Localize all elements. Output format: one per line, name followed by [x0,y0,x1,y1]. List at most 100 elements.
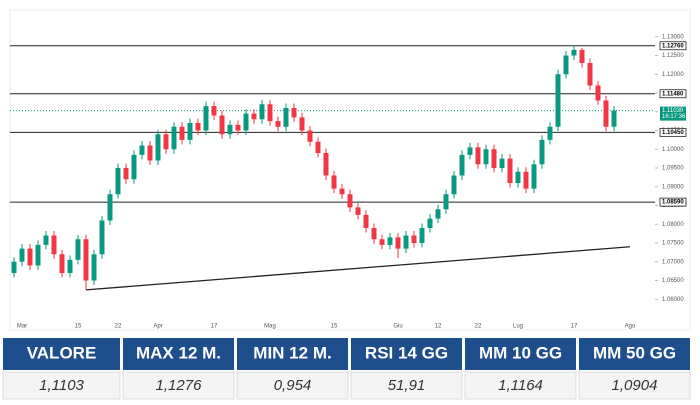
x-tick-label: 15 [331,324,338,330]
value-text: 0,954 [274,377,312,394]
candle-body [579,49,585,63]
value-text: 1,1164 [498,377,543,394]
candle-body [467,147,473,155]
candle-body [155,134,161,161]
header-text: MAX 12 M. [136,343,221,362]
value-cell [2,371,121,400]
header-text: MIN 12 M. [253,343,331,362]
candle-body [531,164,537,189]
level-box [659,127,687,137]
plot-frame [9,9,691,331]
header-cell [579,338,690,370]
x-tick-label: 15 [75,324,82,330]
value-cell [464,371,577,400]
header-cell [351,338,462,370]
x-tick-label: 17 [211,324,218,330]
candle-body [99,220,105,255]
y-tick-label: 1.07500 [662,241,684,247]
candle-body [595,85,601,101]
x-tick-label: 17 [571,324,578,330]
candle-body [403,235,409,249]
candle-body [187,123,193,140]
x-tick-label: Mar [17,324,27,330]
candle-body [587,63,593,86]
level-label: 1.08590 [662,200,684,206]
y-tick-label: 1.06500 [662,278,684,284]
header-text: VALORE [27,343,97,362]
candle-body [323,153,329,176]
candle-body [339,188,345,195]
x-tick-label: 12 [435,324,442,330]
candle-body [395,237,401,249]
x-tick-label: Lug [513,324,523,330]
header-text: RSI 14 GG [365,343,448,362]
trend-line [85,246,631,291]
candle-body [299,117,305,131]
candle-body [427,218,433,228]
candle-body [219,115,225,135]
candle-body [307,130,313,142]
y-tick-label: 1.12500 [662,53,684,59]
candle-body [211,106,217,116]
candle-body [107,194,113,221]
candle-body [227,124,233,135]
value-cell [236,371,349,400]
candle-body [51,235,57,255]
candle-body [19,248,25,262]
value-cell [350,371,463,400]
candle-body [27,248,33,266]
value-text: 1,1276 [156,377,203,394]
x-tick-label: 22 [115,324,122,330]
y-tick-label: 1.08000 [662,222,684,228]
candle-body [355,207,361,215]
candle-body [83,239,89,281]
candle-body [387,237,393,245]
candle-body [259,104,265,120]
x-tick-label: Apr [153,324,162,330]
y-tick-label: 1.10000 [662,147,684,153]
candle-body [379,239,385,245]
value-text: 1,1103 [39,377,84,394]
candle-body [347,194,353,208]
y-tick-label: 1.06000 [662,297,684,303]
candle-body [67,259,73,273]
candle-body [371,228,377,240]
candle-body [203,106,209,131]
candle-body [11,261,17,273]
y-tick-label: 1.09000 [662,184,684,190]
countdown: 16:17:36 [662,114,686,120]
candle-body [139,145,145,155]
candle-body [171,126,177,150]
x-tick-label: Ago [625,324,636,330]
candle-body [491,149,497,168]
header-text: MM 50 GG [593,343,676,362]
level-box [659,89,687,99]
current-label: 1.11030 [662,108,684,114]
candle-body [291,108,297,118]
value-text: 1,0904 [612,377,658,394]
candle-body [459,154,465,176]
candle-body [195,123,201,131]
candle-body [443,194,449,210]
candle-body [507,158,513,183]
header-cell [237,338,348,370]
header-cell [123,338,234,370]
candle-body [147,145,153,161]
candle-body [539,139,545,165]
candle-body [363,214,369,228]
x-tick-label: Mag [264,324,276,330]
y-tick-label: 1.09500 [662,166,684,172]
candle-body [603,100,609,127]
candle-body [179,126,185,140]
value-cell [122,371,235,400]
value-cell [578,371,691,400]
level-box [659,197,687,207]
y-tick-label: 1.13000 [662,34,684,40]
candle-body [163,134,169,150]
candle-body [611,110,617,127]
candle-body [275,121,281,127]
candle-body [75,239,81,260]
candle-body [563,55,569,75]
candle-body [547,126,553,140]
